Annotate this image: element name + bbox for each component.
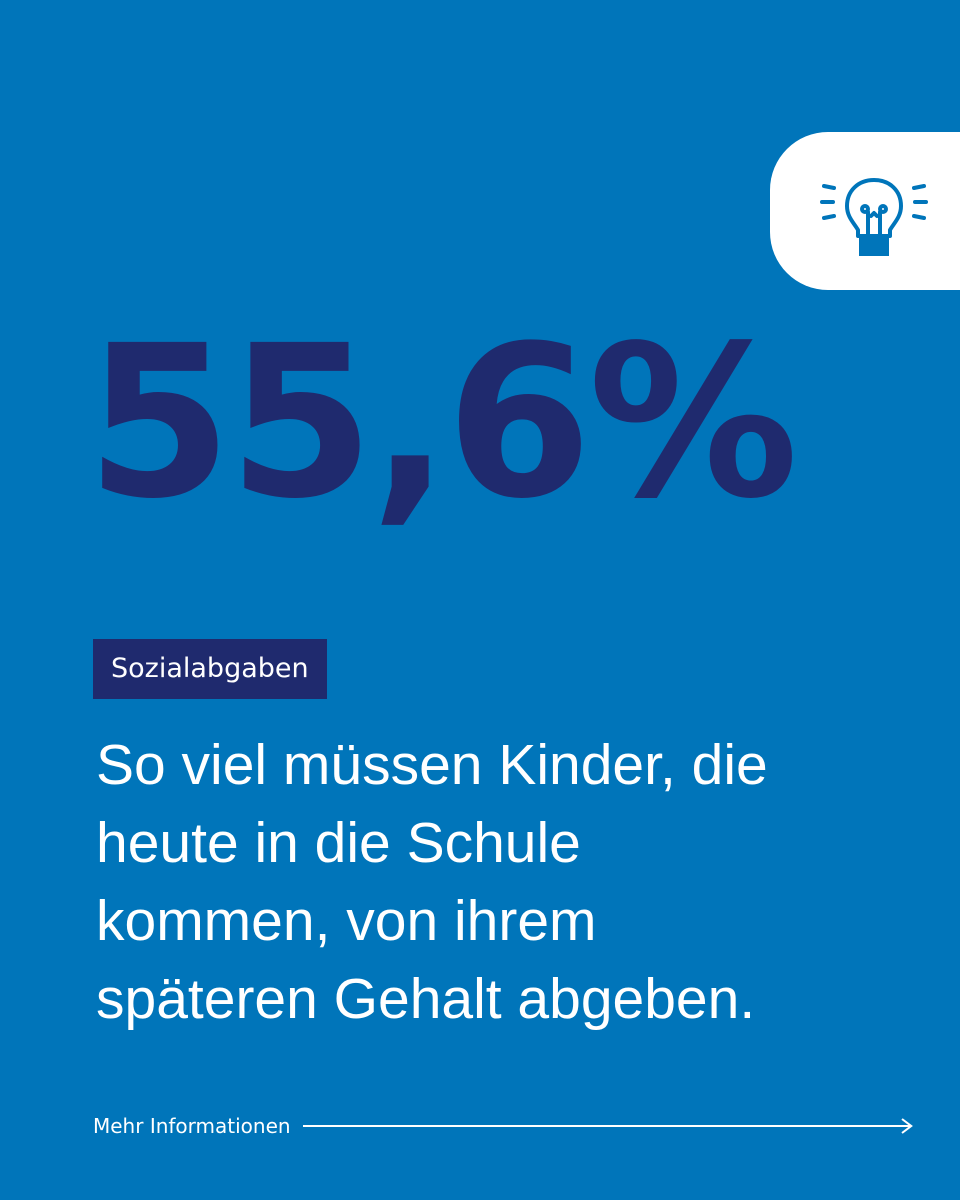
description-line: späteren Gehalt abgeben. — [96, 967, 756, 1031]
description-line: heute in die Schule — [96, 811, 581, 875]
more-info-label: Mehr Informationen — [93, 1114, 291, 1138]
description-text: So viel müssen Kinder, die heute in die … — [96, 726, 916, 1038]
category-tag: Sozialabgaben — [93, 639, 327, 699]
statistic-value: 55,6% — [86, 300, 799, 545]
lightbulb-icon — [820, 178, 928, 256]
icon-badge — [770, 132, 960, 290]
description-line: kommen, von ihrem — [96, 889, 597, 953]
more-info-link[interactable]: Mehr Informationen — [93, 1108, 918, 1144]
description-line: So viel müssen Kinder, die — [96, 733, 768, 797]
arrow-right-icon — [302, 1118, 913, 1134]
